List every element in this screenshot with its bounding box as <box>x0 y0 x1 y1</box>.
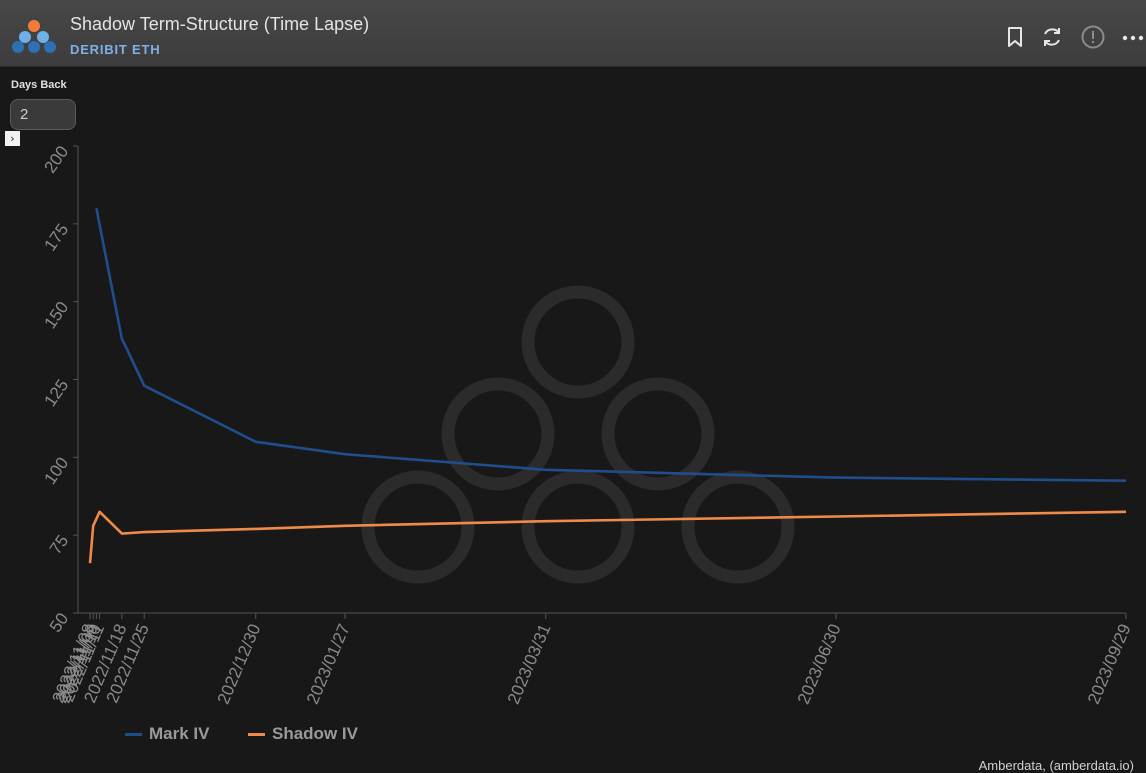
legend-swatch-mark-iv <box>125 732 142 736</box>
legend-swatch-shadow-iv <box>248 732 265 736</box>
y-tick-label: 200 <box>40 142 72 176</box>
series-line-shadow-iv <box>88 510 1127 564</box>
watermark-logo <box>361 285 795 584</box>
y-tick-label: 125 <box>40 376 72 410</box>
days-back-label: Days Back <box>11 79 67 91</box>
series-line-mark-iv <box>95 208 1127 482</box>
expand-controls-button[interactable]: › <box>5 131 20 146</box>
days-back-input[interactable] <box>10 99 76 130</box>
more-icon[interactable] <box>1120 24 1146 50</box>
x-tick-label: 2023/09/29 <box>1084 621 1135 707</box>
x-tick-label: 2023/01/27 <box>303 621 354 707</box>
y-tick-label: 150 <box>40 298 72 332</box>
bookmark-icon[interactable] <box>1002 24 1028 50</box>
legend-label-mark-iv: Mark IV <box>149 724 210 743</box>
x-tick-label: 2022/12/30 <box>214 621 265 707</box>
y-tick-label: 50 <box>46 609 72 635</box>
y-tick-label: 75 <box>46 532 72 558</box>
legend-item-mark-iv[interactable]: Mark IV <box>125 724 209 744</box>
y-tick-label: 175 <box>40 220 72 254</box>
y-tick-label: 100 <box>40 454 72 488</box>
widget-subtitle: DERIBIT ETH <box>70 42 161 57</box>
widget-header: Shadow Term-Structure (Time Lapse) DERIB… <box>0 0 1146 67</box>
source-credit: Amberdata, (amberdata.io) <box>978 758 1134 773</box>
x-tick-label: 2023/03/31 <box>504 621 555 707</box>
info-icon[interactable] <box>1080 24 1106 50</box>
legend-item-shadow-iv[interactable]: Shadow IV <box>248 724 358 744</box>
x-tick-label: 2023/06/30 <box>794 621 845 707</box>
chart-panel <box>0 68 1146 773</box>
amberdata-logo-icon <box>12 20 56 53</box>
refresh-icon[interactable] <box>1039 24 1065 50</box>
widget-title: Shadow Term-Structure (Time Lapse) <box>70 14 370 34</box>
legend-label-shadow-iv: Shadow IV <box>272 724 358 743</box>
